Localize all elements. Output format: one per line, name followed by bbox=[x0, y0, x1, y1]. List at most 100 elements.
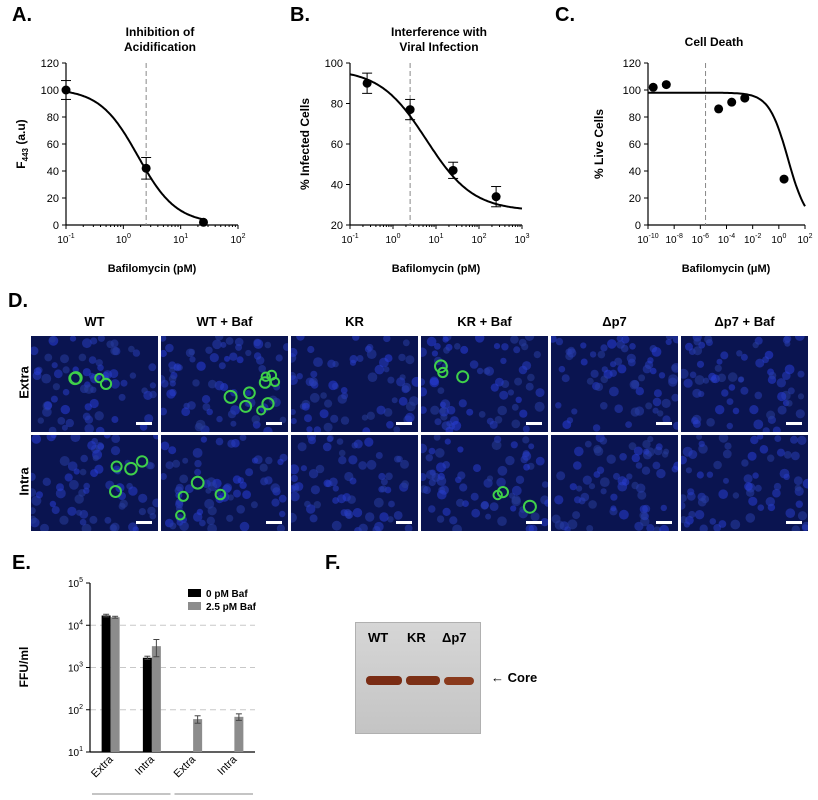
row-label-extra: Extra bbox=[16, 366, 32, 399]
chart-a-y-tick-label-5: 100 bbox=[41, 85, 59, 97]
chart-e-error-bar-2-1 bbox=[194, 715, 201, 724]
chart-e-category-label-0: Extra bbox=[89, 753, 116, 780]
chart-b-data-point-0 bbox=[362, 78, 372, 88]
chart-e: 101102103104105ExtraIntraExtraIntraWTKR0… bbox=[17, 577, 257, 800]
chart-b-x-tick-label-0: 10-1 bbox=[341, 233, 358, 246]
chart-e-y-tick-label-1: 102 bbox=[68, 704, 83, 717]
micrograph-nuclei bbox=[161, 336, 288, 432]
chart-a-x-tick-label-1: 100 bbox=[116, 233, 131, 246]
chart-b-title-line-2: Viral Infection bbox=[399, 40, 478, 54]
chart-c-y-tick-label-2: 40 bbox=[629, 166, 641, 178]
scale-bar bbox=[786, 422, 802, 425]
chart-c-y-tick-label-5: 100 bbox=[623, 85, 641, 97]
chart-b-y-tick-label-0: 20 bbox=[331, 220, 343, 232]
micrograph-nuclei bbox=[551, 435, 678, 531]
chart-c-y-tick-label-1: 20 bbox=[629, 193, 641, 205]
lane-label-wt: WT bbox=[368, 630, 389, 645]
chart-a-x-tick-label-2: 101 bbox=[173, 233, 188, 246]
chart-b-data-point-3 bbox=[491, 192, 501, 202]
micrograph-extra-4 bbox=[551, 336, 678, 432]
chart-c-x-tick-label-6: 102 bbox=[797, 233, 812, 246]
micrograph-intra-1 bbox=[161, 435, 288, 531]
chart-e-error-bar-0-1 bbox=[112, 615, 119, 619]
chart-c-x-tick-label-5: 100 bbox=[771, 233, 786, 246]
chart-c-y-tick-label-4: 80 bbox=[629, 112, 641, 124]
chart-c-data-point-4 bbox=[740, 93, 750, 103]
scale-bar bbox=[656, 422, 672, 425]
chart-a-fit-curve bbox=[65, 90, 204, 221]
chart-b-data-point-2 bbox=[448, 165, 458, 175]
scale-bar bbox=[526, 521, 542, 524]
micrograph-nuclei bbox=[31, 435, 158, 531]
chart-e-error-bar-1-1 bbox=[153, 638, 160, 658]
col-label-wt-baf: WT + Baf bbox=[196, 314, 253, 329]
chart-b-x-tick-label-1: 100 bbox=[385, 233, 400, 246]
chart-a-data-point-1 bbox=[141, 163, 151, 173]
micrograph-intra-4 bbox=[551, 435, 678, 531]
scale-bar bbox=[396, 422, 412, 425]
chart-c-x-axis-label: Bafilomycin (μM) bbox=[682, 263, 771, 275]
micrograph-nuclei bbox=[681, 336, 805, 432]
panel-f-label: F. bbox=[325, 552, 341, 574]
chart-b-title: Interference with Viral Infection bbox=[391, 25, 487, 54]
chart-a-y-tick-label-0: 0 bbox=[53, 220, 59, 232]
chart-e-error-bar-1-0 bbox=[144, 655, 151, 660]
micrograph-nuclei bbox=[421, 435, 548, 531]
row-label-intra: Intra bbox=[16, 467, 32, 496]
chart-e-error-bar-0-0 bbox=[103, 613, 110, 618]
chart-b-x-axis-label: Bafilomycin (pM) bbox=[392, 263, 481, 275]
micrograph-nuclei bbox=[161, 435, 288, 531]
chart-a: Inhibition of Acidification 0 20 40 60 80 100… bbox=[14, 25, 246, 275]
chart-c-y-axis-label: % Live Cells bbox=[592, 109, 606, 179]
micrograph-nuclei bbox=[31, 336, 157, 432]
chart-c-data-point-5 bbox=[779, 174, 789, 184]
scale-bar bbox=[396, 521, 412, 524]
chart-c-fit-curve bbox=[648, 91, 806, 207]
micrograph-nuclei bbox=[421, 336, 545, 432]
chart-c-title: Cell Death bbox=[685, 35, 744, 49]
panel-a-label: A. bbox=[12, 4, 32, 26]
chart-b-x-tick-label-3: 102 bbox=[471, 233, 486, 246]
band-label-core: ← Core bbox=[491, 670, 538, 685]
chart-c-x-tick-label-1: 10-8 bbox=[665, 233, 682, 246]
col-label-kr-baf: KR + Baf bbox=[457, 314, 512, 329]
band-wt bbox=[366, 676, 402, 685]
chart-c-y-tick-label-3: 60 bbox=[629, 139, 641, 151]
chart-e-category-label-1: Intra bbox=[133, 753, 158, 778]
chart-e-legend-label-1: 2.5 pM Baf bbox=[206, 602, 257, 613]
lane-label-dp7: Δp7 bbox=[442, 630, 467, 645]
chart-e-bar-0-0 bbox=[101, 615, 111, 752]
western-blot bbox=[355, 622, 481, 734]
chart-e-legend-label-0: 0 pM Baf bbox=[206, 589, 248, 600]
chart-e-y-tick-label-4: 105 bbox=[68, 577, 83, 590]
band-kr bbox=[406, 676, 440, 685]
col-label-wt: WT bbox=[84, 314, 105, 329]
chart-a-title-line-1: Inhibition of bbox=[126, 25, 196, 39]
panel-e-label: E. bbox=[12, 552, 31, 574]
chart-e-error-bar-3-1 bbox=[235, 713, 242, 721]
micrograph-extra-0 bbox=[31, 336, 158, 432]
chart-c-y-tick-label-6: 120 bbox=[623, 58, 641, 70]
lane-label-kr: KR bbox=[407, 630, 426, 645]
chart-e-legend: 0 pM Baf 2.5 pM Baf bbox=[188, 589, 257, 613]
chart-a-title: Inhibition of Acidification bbox=[124, 25, 196, 54]
micrograph-extra-5 bbox=[681, 336, 808, 432]
chart-b-y-axis-label: % Infected Cells bbox=[298, 98, 312, 190]
chart-c-x-tick-label-0: 10-10 bbox=[637, 233, 658, 246]
col-label-kr: KR bbox=[345, 314, 364, 329]
chart-a-data-point-2 bbox=[198, 217, 208, 227]
chart-b-title-line-1: Interference with bbox=[391, 25, 487, 39]
scale-bar bbox=[656, 521, 672, 524]
chart-c-data-point-0 bbox=[648, 82, 658, 92]
panel-d-label: D. bbox=[8, 290, 28, 312]
chart-e-bar-1-0 bbox=[142, 657, 152, 752]
chart-a-x-tick-label-0: 10-1 bbox=[57, 233, 74, 246]
chart-e-y-tick-label-2: 103 bbox=[68, 662, 83, 675]
micrograph-nuclei bbox=[291, 435, 413, 531]
micrograph-intra-0 bbox=[31, 435, 158, 531]
chart-a-y-tick-label-4: 80 bbox=[47, 112, 59, 124]
chart-c-x-tick-label-3: 10-4 bbox=[718, 233, 735, 246]
scale-bar bbox=[136, 422, 152, 425]
scale-bar bbox=[526, 422, 542, 425]
chart-a-y-tick-label-6: 120 bbox=[41, 58, 59, 70]
